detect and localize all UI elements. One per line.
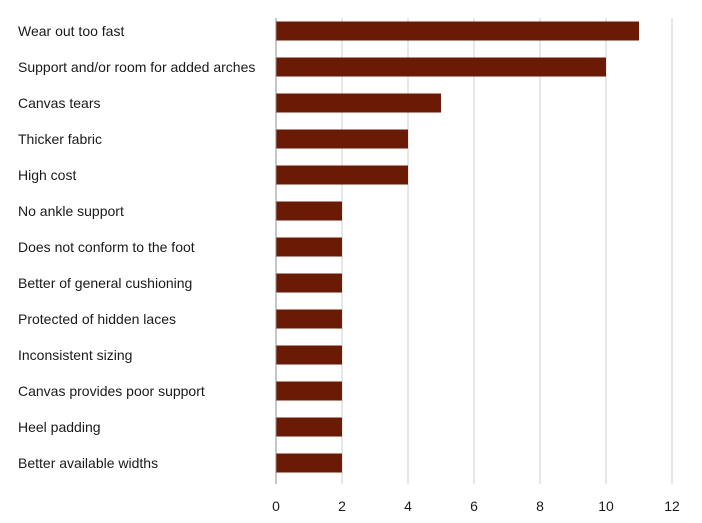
x-tick-label: 4: [404, 498, 412, 514]
category-label: Support and/or room for added arches: [18, 59, 255, 75]
category-label: Thicker fabric: [18, 131, 102, 147]
category-label: Heel padding: [18, 419, 101, 435]
category-label: Inconsistent sizing: [18, 347, 132, 363]
x-tick-label: 2: [338, 498, 346, 514]
gridlines: [341, 18, 673, 484]
x-tick-label: 12: [664, 498, 680, 514]
category-label: Does not conform to the foot: [18, 239, 195, 255]
bar: [276, 93, 441, 113]
bar: [276, 237, 342, 257]
category-label: High cost: [18, 167, 76, 183]
category-label: Better of general cushioning: [18, 275, 192, 291]
bar: [276, 21, 639, 41]
category-label: No ankle support: [18, 203, 124, 219]
bar: [276, 129, 408, 149]
category-label: Better available widths: [18, 455, 158, 471]
x-tick-label: 8: [536, 498, 544, 514]
bar: [276, 345, 342, 365]
x-axis-tick-labels: 0 2 4 6 8 10 12: [272, 498, 680, 514]
bars: [276, 21, 639, 473]
category-label: Canvas tears: [18, 95, 100, 111]
category-labels: Wear out too fast Support and/or room for…: [18, 23, 255, 471]
bar: [276, 309, 342, 329]
x-tick-label: 10: [598, 498, 614, 514]
category-label: Canvas provides poor support: [18, 383, 205, 399]
bar: [276, 381, 342, 401]
bar: [276, 57, 606, 77]
bar: [276, 453, 342, 473]
x-tick-label: 6: [470, 498, 478, 514]
category-label: Protected of hidden laces: [18, 311, 176, 327]
bar: [276, 417, 342, 437]
bar: [276, 273, 342, 293]
bar: [276, 201, 342, 221]
category-label: Wear out too fast: [18, 23, 124, 39]
bar: [276, 165, 408, 185]
x-tick-label: 0: [272, 498, 280, 514]
